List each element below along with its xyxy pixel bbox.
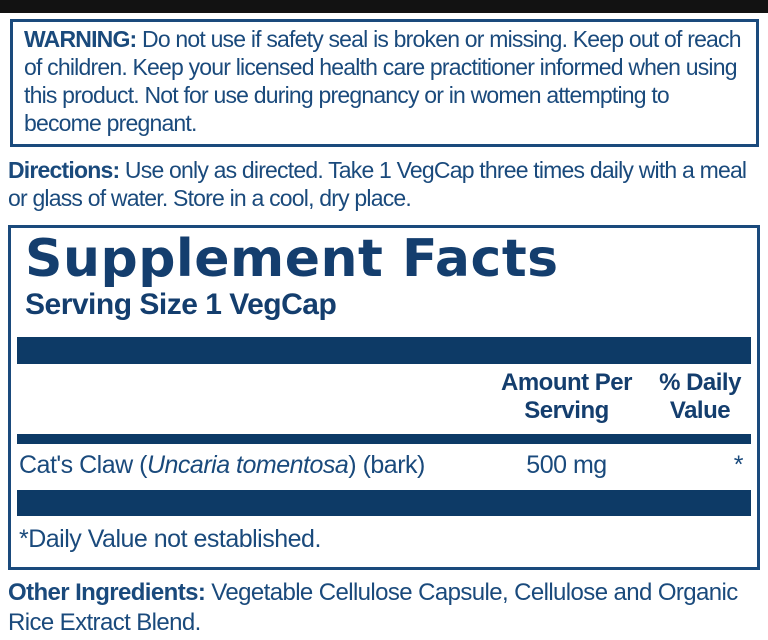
ingredient-daily-value: * [733,451,744,479]
separator-bar-thick-top [17,337,751,364]
daily-value-footnote: *Daily Value not established. [19,525,321,553]
ingredient-name: Cat's Claw (Uncaria tomentosa) (bark) [17,450,484,480]
directions-paragraph: Directions: Use only as directed. Take 1… [8,156,758,212]
supplement-facts-panel: Supplement Facts Serving Size 1 VegCap A… [8,225,760,570]
other-ingredients-label: Other Ingredients: [8,579,206,606]
supplement-facts-title: Supplement Facts [25,229,559,289]
top-black-bar [0,0,768,13]
directions-text: Use only as directed. Take 1 VegCap thre… [8,157,747,211]
separator-bar-thick-bottom [17,490,751,516]
other-ingredients-paragraph: Other Ingredients: Vegetable Cellulose C… [8,578,756,638]
warning-text: Do not use if safety seal is broken or m… [24,26,742,136]
header-amount-line1: Amount Per [500,369,633,396]
serving-size: Serving Size 1 VegCap [25,288,337,321]
ingredient-species-name: Uncaria tomentosa [146,451,349,479]
warning-label: WARNING: [24,26,137,52]
ingredient-name-prefix: Cat's Claw ( [19,451,147,479]
ingredient-row: Cat's Claw (Uncaria tomentosa) (bark) 50… [17,444,751,490]
header-dv-line1: % Daily [659,369,741,396]
facts-header-row: Amount Per Serving % Daily Value [17,364,751,434]
header-amount-per-serving: Amount Per Serving [484,369,649,425]
ingredient-amount: 500 mg [526,451,607,479]
other-ingredients-text: Vegetable Cellulose Capsule, Cellulose a… [8,579,738,636]
ingredient-name-suffix: ) (bark) [348,451,425,479]
header-amount-line2: Serving [524,397,609,424]
directions-label: Directions: [8,157,120,183]
header-dv-line2: Value [669,397,731,424]
separator-bar-thin [17,434,751,444]
warning-box: WARNING: Do not use if safety seal is br… [10,19,759,147]
header-percent-daily-value: % Daily Value [649,369,751,425]
